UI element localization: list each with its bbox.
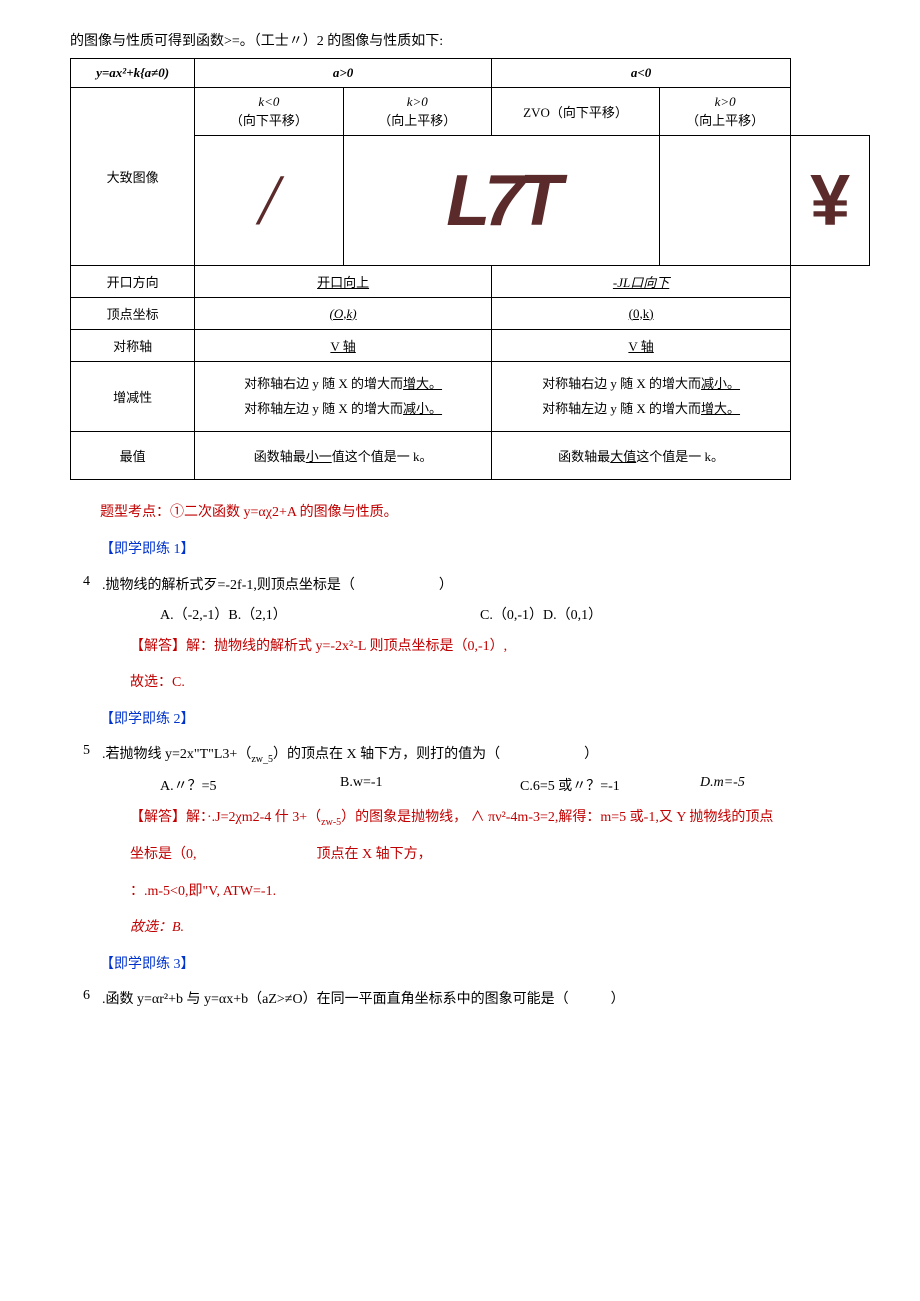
glyph-3: ¥	[810, 161, 850, 241]
practice-2-title: 【即学即练 2】	[70, 707, 870, 734]
row-axis-label: 对称轴	[71, 330, 195, 362]
q4-options: A.（-2,-1）B.（2,1） C.（0,-1）D.（0,1）	[100, 604, 870, 624]
mono-pos-2a: 对称轴左边 y 随 X 的增大而	[244, 401, 403, 416]
properties-table: y=ax²+k{a≠0) a>0 a<0 大致图像 k<0 （向下平移） k>0…	[70, 58, 870, 480]
axis-right-cell: V 轴	[491, 330, 790, 362]
row-vertex-label: 顶点坐标	[71, 298, 195, 330]
q5-answer-2: 坐标是（0, 顶点在 X 轴下方，	[70, 842, 870, 869]
row-image-label: 大致图像	[71, 88, 195, 266]
ext-pos-c: 值这个值是一 k。	[332, 449, 433, 464]
th-formula: y=ax²+k{a≠0)	[71, 59, 195, 88]
q5-number: 5	[70, 743, 90, 765]
ext-neg-cell: 函数轴最大值这个值是一 k。	[491, 432, 790, 480]
glyph-1: /	[259, 160, 279, 240]
a-neg-text: a<0	[631, 65, 651, 80]
q6-body: .函数 y=αr²+b 与 y=αx+b（aZ>≠O）在同一平面直角坐标系中的图…	[102, 988, 870, 1008]
cell-k-gt0-neg: k>0 （向上平移）	[660, 88, 791, 136]
th-a-neg: a<0	[491, 59, 790, 88]
mono-neg-1a: 对称轴右边 y 随 X 的增大而	[542, 376, 701, 391]
q4-number: 4	[70, 574, 90, 594]
k-lt0-text: k<0	[203, 94, 334, 110]
mono-neg-2a: 对称轴左边 y 随 X 的增大而	[542, 401, 701, 416]
q5-ans1sub: zw-5	[321, 817, 341, 828]
q5-opt-b: B.w=-1	[340, 775, 480, 795]
shift-up-neg-text: （向上平移）	[668, 110, 782, 129]
ext-neg-c: 这个值是一 k。	[636, 449, 724, 464]
th-a-pos: a>0	[195, 59, 492, 88]
vertex-left-cell: (O,k)	[195, 298, 492, 330]
q5-text-b: ）的顶点在 X 轴下方，则打的值为（ ）	[273, 747, 598, 762]
graph-cell-3	[660, 136, 791, 266]
cell-k-gt0-pos: k>0 （向上平移）	[343, 88, 491, 136]
k-gt0-text: k>0	[352, 94, 483, 110]
q4-opt-cd: C.（0,-1）D.（0,1）	[480, 604, 620, 624]
intro-text: 的图像与性质可得到函数>=。（工士〃）2 的图像与性质如下:	[70, 30, 870, 50]
row-open-label: 开口方向	[71, 266, 195, 298]
glyph-2: L7T	[446, 161, 556, 241]
row-mono-label: 增减性	[71, 362, 195, 432]
q5-answer-4: 故选：B.	[70, 915, 870, 942]
question-4: 4 .抛物线的解析式歹=-2f-1,则顶点坐标是（ ）	[70, 574, 870, 594]
q5-opt-d: D.m=-5	[700, 775, 840, 795]
shift-up-text: （向上平移）	[352, 110, 483, 129]
row-ext-label: 最值	[71, 432, 195, 480]
q4-body: .抛物线的解析式歹=-2f-1,则顶点坐标是（ ）	[102, 574, 870, 594]
mono-pos-2b: 减小。	[403, 401, 442, 416]
q5-body: .若抛物线 y=2x"T"L3+（zw_5）的顶点在 X 轴下方，则打的值为（ …	[102, 743, 870, 765]
ext-pos-a: 函数轴最	[254, 449, 306, 464]
q5-ans2a: 坐标是（0,	[130, 847, 197, 862]
q5-options: A.〃？=5 B.w=-1 C.6=5 或〃？=-1 D.m=-5	[100, 775, 870, 795]
formula-text: y=ax²+k{a≠0)	[96, 65, 169, 80]
mono-pos-1a: 对称轴右边 y 随 X 的增大而	[244, 376, 403, 391]
cell-k-lt0-pos: k<0 （向下平移）	[195, 88, 343, 136]
axis-left-text: V 轴	[330, 339, 355, 354]
q6-number: 6	[70, 988, 90, 1008]
axis-right-text: V 轴	[628, 339, 653, 354]
shift-down-text: （向下平移）	[203, 110, 334, 129]
a-pos-text: a>0	[333, 65, 353, 80]
vertex-left-text: (O,k)	[330, 306, 357, 321]
q5-opt-d-text: D.m=-5	[700, 775, 745, 790]
topic-line: 题型考点：①二次函数 y=αχ2+A 的图像与性质。	[70, 500, 870, 527]
open-down-text: -JL口向下	[613, 275, 669, 290]
open-down-cell: -JL口向下	[491, 266, 790, 298]
practice-1-title: 【即学即练 1】	[70, 537, 870, 564]
mono-pos-cell: 对称轴右边 y 随 X 的增大而增大。 对称轴左边 y 随 X 的增大而减小。	[195, 362, 492, 432]
question-6: 6 .函数 y=αr²+b 与 y=αx+b（aZ>≠O）在同一平面直角坐标系中…	[70, 988, 870, 1008]
q4-opt-ab: A.（-2,-1）B.（2,1）	[160, 604, 440, 624]
mono-neg-1b: 减小。	[701, 376, 740, 391]
q5-text-sub: zw_5	[251, 754, 273, 765]
q5-answer-1: 【解答】解：·.J=2χm2-4 什 3+（zw-5）的图象是抛物线， ∧ πν…	[70, 805, 870, 832]
q5-ans1b: ）的图象是抛物线， ∧ πν²-4m-3=2,解得：m=5 或-1,又 Y 抛物…	[341, 810, 773, 825]
cell-zvo: ZVO（向下平移）	[491, 88, 659, 136]
axis-left-cell: V 轴	[195, 330, 492, 362]
vertex-right-cell: (0,k)	[491, 298, 790, 330]
mono-neg-2b: 增大。	[701, 401, 740, 416]
q5-opt-c: C.6=5 或〃？=-1	[520, 775, 660, 795]
graph-cell-2: L7T	[343, 136, 659, 266]
question-5: 5 .若抛物线 y=2x"T"L3+（zw_5）的顶点在 X 轴下方，则打的值为…	[70, 743, 870, 765]
q5-answer-3: ：.m-5<0,即"V, ATW=-1.	[70, 879, 870, 906]
q5-text-a: .若抛物线 y=2x"T"L3+（	[102, 747, 251, 762]
ext-pos-cell: 函数轴最小一值这个值是一 k。	[195, 432, 492, 480]
q4-answer-2: 故选：C.	[70, 670, 870, 697]
graph-cell-4: ¥	[791, 136, 870, 266]
mono-pos-1b: 增大。	[403, 376, 442, 391]
q4-answer-1: 【解答】解：抛物线的解析式 y=-2x²-L 则顶点坐标是（0,-1）,	[70, 634, 870, 661]
q5-opt-a: A.〃？=5	[160, 775, 300, 795]
open-up-cell: 开口向上	[195, 266, 492, 298]
graph-cell-1: /	[195, 136, 343, 266]
q5-ans1a: 【解答】解：·.J=2χm2-4 什 3+（	[130, 810, 321, 825]
mono-neg-cell: 对称轴右边 y 随 X 的增大而减小。 对称轴左边 y 随 X 的增大而增大。	[491, 362, 790, 432]
ext-neg-b: 大值	[610, 449, 636, 464]
ext-pos-b: 小一	[306, 449, 332, 464]
vertex-right-text: (0,k)	[629, 306, 654, 321]
q5-ans2b: 顶点在 X 轴下方，	[317, 847, 432, 862]
ext-neg-a: 函数轴最	[558, 449, 610, 464]
k-gt0-neg-text: k>0	[668, 94, 782, 110]
practice-3-title: 【即学即练 3】	[70, 952, 870, 979]
open-up-text: 开口向上	[317, 275, 369, 290]
